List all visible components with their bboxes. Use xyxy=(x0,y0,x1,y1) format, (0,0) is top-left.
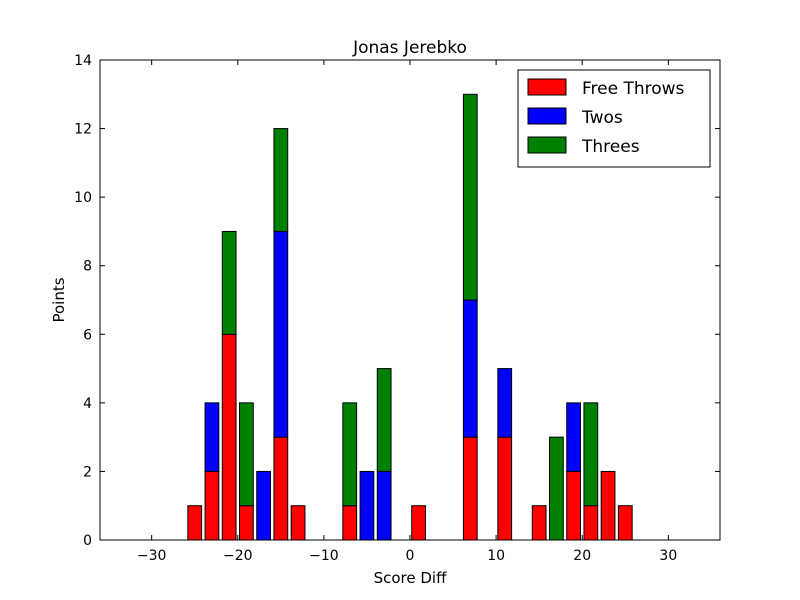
bar-free-throws xyxy=(497,436,513,541)
legend-swatch-twos xyxy=(527,107,567,125)
x-tick-label: 0 xyxy=(406,548,415,564)
bar-free-throws xyxy=(239,505,254,541)
y-tick-label: 14 xyxy=(74,53,92,69)
bar-free-throws xyxy=(187,505,203,541)
legend-swatch-free-throws xyxy=(527,78,567,96)
x-tick-label: 10 xyxy=(487,548,505,564)
bars-group xyxy=(187,93,633,541)
chart-title: Jonas Jerebko xyxy=(352,38,467,58)
bar-threes xyxy=(221,230,237,335)
bar-twos xyxy=(273,230,289,438)
x-tick-label: 30 xyxy=(659,548,677,564)
bar-free-throws xyxy=(411,505,427,541)
x-tick-label: −20 xyxy=(223,548,253,564)
legend-swatch-threes xyxy=(527,136,567,154)
bar-twos xyxy=(376,470,392,541)
bar-twos xyxy=(256,470,272,541)
bar-free-throws xyxy=(566,470,582,541)
bar-twos xyxy=(497,368,513,438)
bar-free-throws xyxy=(290,505,306,541)
bar-free-throws xyxy=(617,505,633,541)
bar-free-throws xyxy=(531,505,547,541)
bar-threes xyxy=(549,436,564,541)
x-axis-label: Score Diff xyxy=(374,569,447,587)
bar-threes xyxy=(376,368,392,472)
bar-free-throws xyxy=(204,470,220,541)
bar-free-throws xyxy=(273,436,289,541)
legend: Free Throws Twos Threes xyxy=(517,69,711,168)
bar-threes xyxy=(273,128,289,232)
bar-threes xyxy=(583,402,599,507)
legend-label-threes: Threes xyxy=(581,137,640,157)
y-tick-label: 6 xyxy=(83,327,92,343)
x-tick-label: 20 xyxy=(573,548,591,564)
y-tick-label: 2 xyxy=(83,464,92,480)
bar-free-throws xyxy=(221,333,237,541)
bar-twos xyxy=(204,402,220,472)
bar-twos xyxy=(359,470,375,541)
bar-free-throws xyxy=(600,470,616,541)
bar-free-throws xyxy=(462,436,478,541)
legend-label-free-throws: Free Throws xyxy=(582,79,685,99)
bar-twos xyxy=(462,299,478,438)
y-tick-label: 8 xyxy=(83,259,92,275)
bar-free-throws xyxy=(342,505,358,541)
bar-threes xyxy=(342,402,358,507)
legend-label-twos: Twos xyxy=(581,108,623,128)
ticks-group: −30 −20 −10 0 10 20 30 0 2 4 6 8 10 12 14 xyxy=(74,53,720,564)
bar-twos xyxy=(566,402,582,472)
bar-threes xyxy=(239,402,254,507)
x-tick-label: −30 xyxy=(137,548,167,564)
y-axis-label: Points xyxy=(50,277,68,322)
x-tick-label: −10 xyxy=(309,548,339,564)
bar-free-throws xyxy=(583,505,599,541)
y-tick-label: 12 xyxy=(74,122,92,138)
y-tick-label: 0 xyxy=(83,533,92,549)
y-tick-label: 10 xyxy=(74,190,92,206)
bar-threes xyxy=(462,93,478,301)
y-tick-label: 4 xyxy=(83,396,92,412)
